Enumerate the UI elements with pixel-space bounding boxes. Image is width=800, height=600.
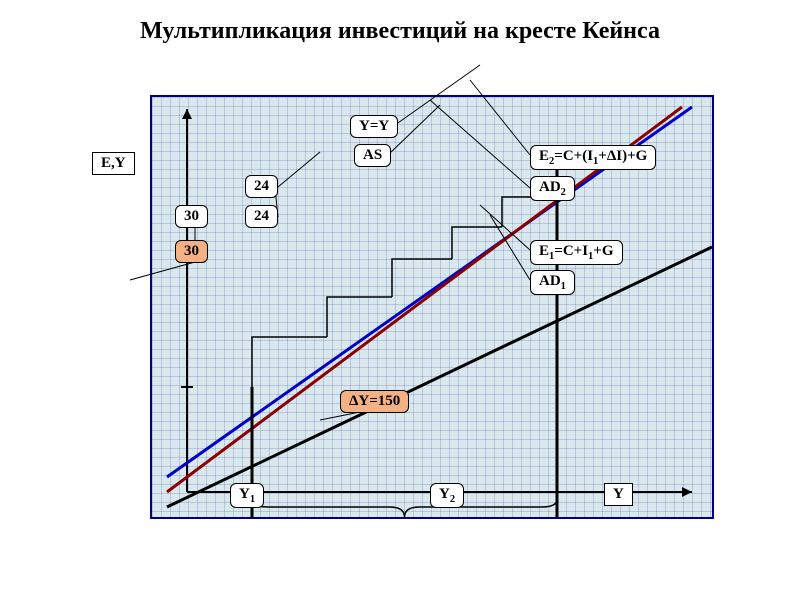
label-E2: E2=C+(I1+ΔI)+G [530, 145, 656, 170]
label-AD1: AD1 [530, 270, 575, 295]
label-n24b: 24 [245, 205, 278, 228]
label-E1: E1=C+I1+G [530, 240, 623, 265]
label-YeqY: Y=Y [350, 115, 398, 138]
label-n30b: 30 [175, 240, 208, 263]
label-Y2: Y2 [430, 483, 464, 508]
label-AD2: AD2 [530, 176, 575, 201]
label-Y: Y [604, 483, 633, 506]
label-n30a: 30 [175, 205, 208, 228]
label-Y1: Y1 [230, 483, 264, 508]
label-n24a: 24 [245, 175, 278, 198]
label-dY: ΔY=150 [340, 390, 409, 413]
chart-title: Мультипликация инвестиций на кресте Кейн… [0, 18, 800, 46]
label-EY: E,Y [92, 152, 135, 175]
label-AS: AS [354, 144, 391, 167]
